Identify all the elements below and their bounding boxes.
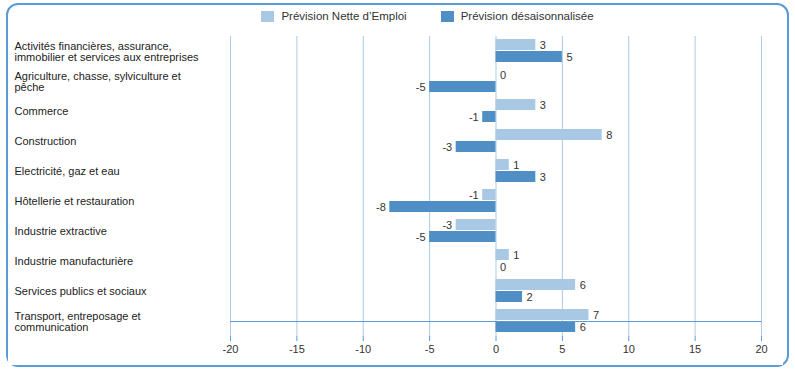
svg-text:5: 5 bbox=[559, 343, 565, 355]
svg-text:-20: -20 bbox=[223, 343, 239, 355]
svg-text:3: 3 bbox=[540, 39, 546, 51]
svg-text:-5: -5 bbox=[416, 81, 426, 93]
svg-text:Industrie manufacturière: Industrie manufacturière bbox=[15, 255, 134, 267]
svg-text:15: 15 bbox=[689, 343, 701, 355]
svg-text:Activités financières, assuran: Activités financières, assurance,immobil… bbox=[15, 40, 200, 63]
svg-text:5: 5 bbox=[566, 51, 572, 63]
svg-text:Services publics et sociaux: Services publics et sociaux bbox=[15, 285, 148, 297]
svg-text:-1: -1 bbox=[469, 189, 479, 201]
svg-text:0: 0 bbox=[500, 69, 506, 81]
svg-text:Agriculture, chasse, sylvicult: Agriculture, chasse, sylviculture etpêch… bbox=[15, 70, 181, 93]
html-text:Prévision Nette d’Emploi: Prévision Nette d’Emploi bbox=[281, 10, 407, 22]
svg-text:20: 20 bbox=[755, 343, 767, 355]
svg-text:Commerce: Commerce bbox=[15, 105, 69, 117]
svg-text:3: 3 bbox=[540, 171, 546, 183]
svg-text:-10: -10 bbox=[355, 343, 371, 355]
svg-text:Transport, entreposage etcommu: Transport, entreposage etcommunication bbox=[15, 310, 141, 333]
svg-text:7: 7 bbox=[593, 309, 599, 321]
svg-text:1: 1 bbox=[513, 249, 519, 261]
svg-text:10: 10 bbox=[623, 343, 635, 355]
svg-text:2: 2 bbox=[527, 291, 533, 303]
svg-text:3: 3 bbox=[540, 99, 546, 111]
svg-text:1: 1 bbox=[513, 159, 519, 171]
svg-text:6: 6 bbox=[580, 279, 586, 291]
html-text:Prévision désaisonnalisée: Prévision désaisonnalisée bbox=[460, 10, 594, 22]
svg-text:8: 8 bbox=[606, 129, 612, 141]
svg-text:6: 6 bbox=[580, 321, 586, 333]
svg-text:Electricité, gaz et eau: Electricité, gaz et eau bbox=[15, 165, 120, 177]
svg-text:Hôtellerie et restauration: Hôtellerie et restauration bbox=[15, 195, 135, 207]
svg-text:-3: -3 bbox=[442, 219, 452, 231]
svg-text:-1: -1 bbox=[469, 111, 479, 123]
svg-text:-5: -5 bbox=[416, 231, 426, 243]
svg-text:-8: -8 bbox=[376, 201, 386, 213]
svg-text:Industrie extractive: Industrie extractive bbox=[15, 225, 107, 237]
svg-text:Construction: Construction bbox=[15, 135, 77, 147]
svg-text:-15: -15 bbox=[289, 343, 305, 355]
svg-text:-3: -3 bbox=[442, 141, 452, 153]
svg-text:0: 0 bbox=[500, 261, 506, 273]
svg-text:-5: -5 bbox=[425, 343, 435, 355]
svg-text:0: 0 bbox=[493, 343, 499, 355]
